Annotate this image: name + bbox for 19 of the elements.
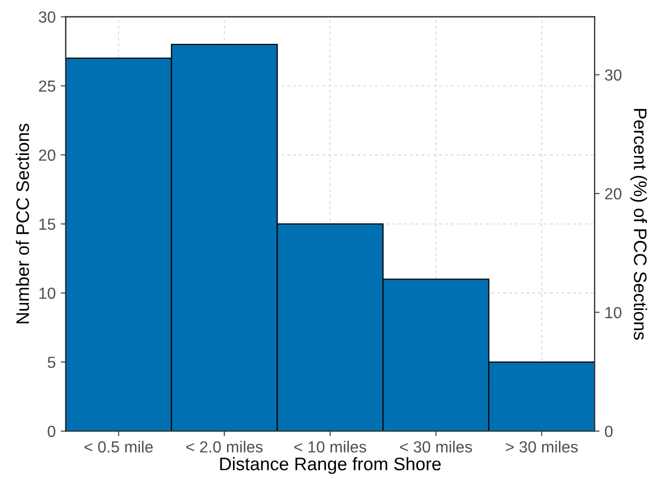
- y2-axis-title: Percent (%) of PCC Sections: [630, 109, 648, 340]
- y-tick-label: 20: [39, 150, 56, 161]
- x-tick-label: < 2.0 miles: [186, 440, 263, 453]
- x-axis-title: Distance Range from Shore: [220, 457, 441, 474]
- y-tick-label: 25: [39, 80, 56, 92]
- y-tick-label: 0: [48, 426, 56, 438]
- y2-tick-label: 10: [606, 306, 622, 318]
- y-tick-label: 30: [38, 11, 56, 23]
- x-tick-label: > 30 miles: [506, 440, 578, 453]
- x-tick-label: < 30 miles: [400, 440, 472, 453]
- y-axis-title: Number of PCC Sections: [16, 124, 30, 324]
- y-tick-label: 10: [39, 288, 56, 299]
- x-tick-label: < 10 miles: [294, 440, 366, 453]
- x-tick-label: < 0.5 mile: [84, 440, 153, 453]
- y-tick-label: 15: [39, 218, 56, 230]
- y-tick-label: 5: [48, 356, 56, 368]
- y2-tick-label: 20: [605, 188, 622, 200]
- y2-tick-label: 30: [604, 69, 622, 81]
- y2-tick-label: 0: [604, 426, 613, 438]
